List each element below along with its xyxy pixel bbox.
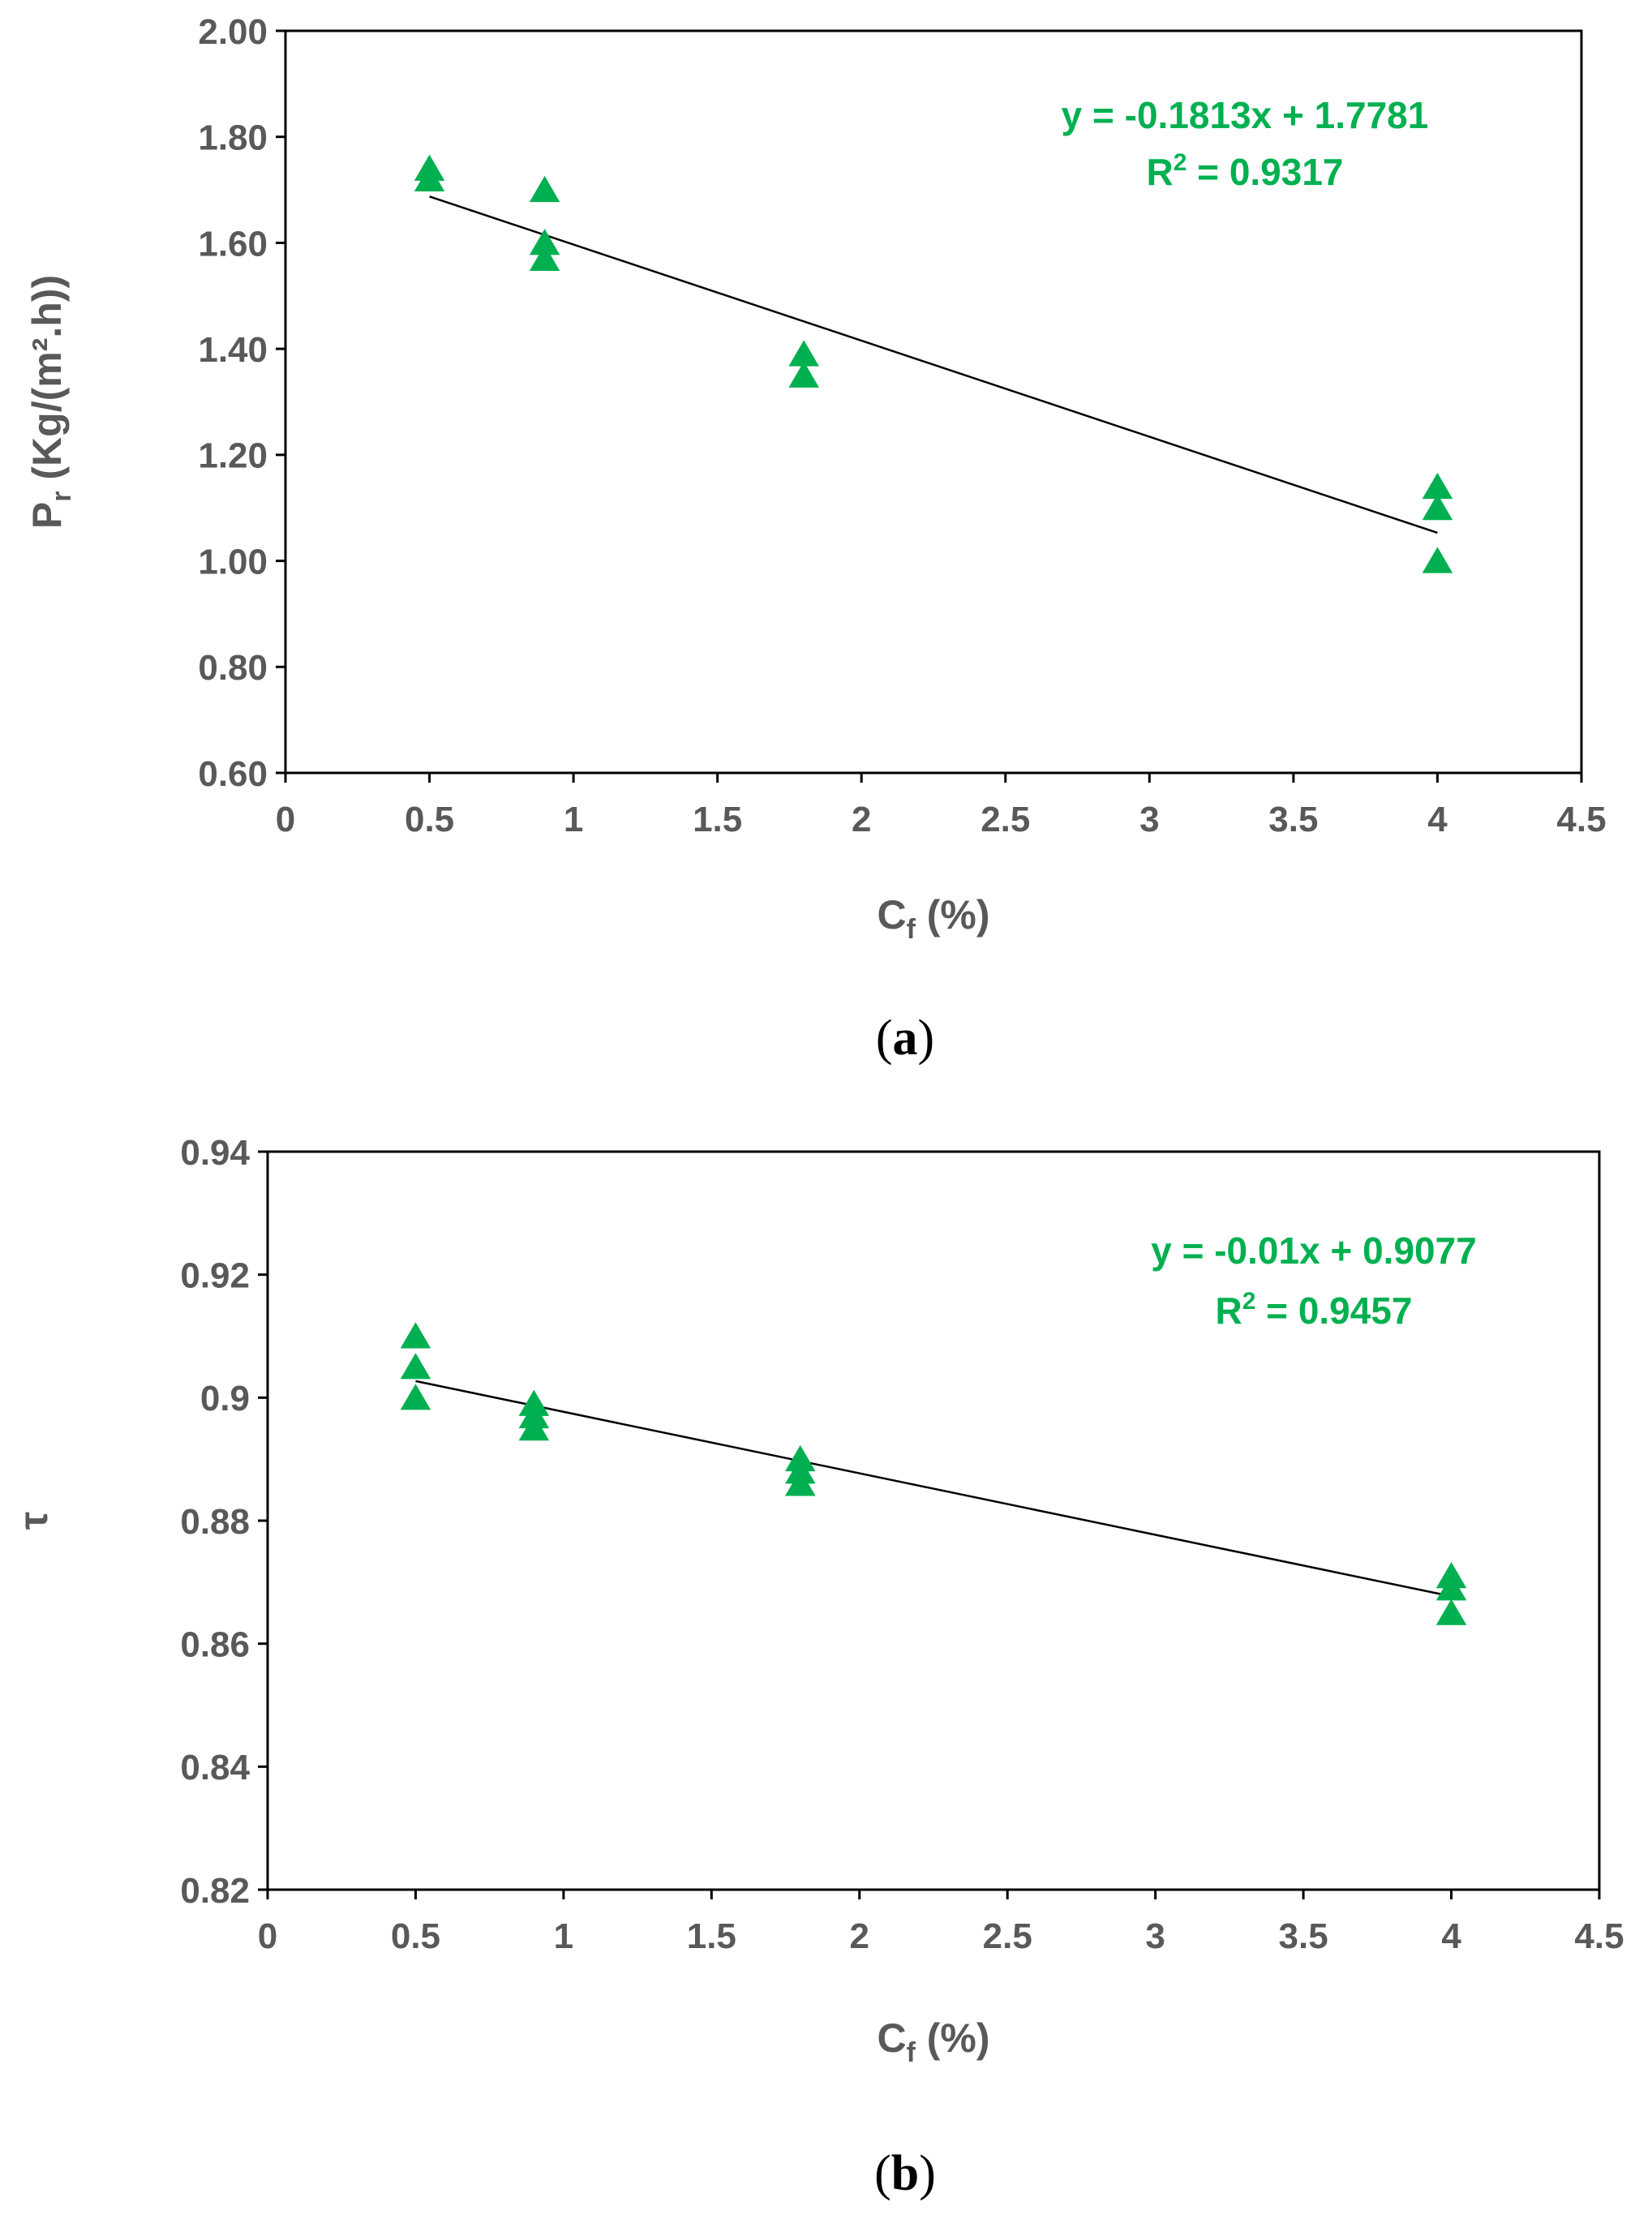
x-tick-label: 4 bbox=[1441, 1916, 1461, 1956]
data-point bbox=[400, 1384, 431, 1410]
r-squared-value: = 0.9457 bbox=[1255, 1290, 1412, 1332]
y-tick-label: 0.9 bbox=[200, 1379, 250, 1418]
r-squared-prefix: R bbox=[1146, 151, 1173, 193]
x-tick-label: 0 bbox=[276, 800, 295, 839]
data-point bbox=[1435, 1599, 1467, 1625]
plot-area bbox=[284, 29, 1583, 775]
data-point bbox=[1422, 472, 1453, 500]
chart-panel-a: 0.60 0.80 1.00 1.20 1.40 1.60 1.80 2.00 0 0.5 1 1.5… bbox=[24, 12, 1607, 1066]
data-point bbox=[788, 340, 819, 367]
data-point bbox=[788, 361, 819, 388]
y-tick-label: 0.84 bbox=[180, 1748, 250, 1787]
r-squared-superscript: 2 bbox=[1242, 1288, 1256, 1315]
panel-label-letter: b bbox=[891, 2146, 919, 2201]
y-tick-label: 1.60 bbox=[198, 224, 268, 264]
data-point bbox=[529, 244, 560, 272]
trendline bbox=[429, 195, 1438, 534]
x-tick-label: 1 bbox=[554, 1916, 573, 1956]
data-point bbox=[1422, 493, 1453, 521]
y-tick-label: 2.00 bbox=[198, 12, 268, 52]
data-point bbox=[1422, 547, 1453, 573]
x-tick-label: 2 bbox=[850, 1916, 869, 1956]
panel-label: (b) bbox=[874, 2146, 936, 2201]
y-axis-title-subscript: r bbox=[46, 491, 77, 501]
panel-label-close: ) bbox=[919, 2146, 936, 2201]
y-tick-label: 0.82 bbox=[180, 1871, 250, 1911]
x-tick-label: 0.5 bbox=[391, 1916, 440, 1956]
x-tick-label: 3 bbox=[1139, 800, 1159, 839]
panel-label: (a) bbox=[876, 1011, 934, 1066]
y-tick-label: 1.00 bbox=[198, 542, 268, 581]
data-point bbox=[785, 1470, 816, 1496]
y-axis-title-unit: (Kg/(m².h)) bbox=[24, 275, 70, 491]
y-tick-label: 0.92 bbox=[180, 1256, 250, 1296]
data-point bbox=[529, 175, 560, 203]
y-tick-label: 0.80 bbox=[198, 648, 268, 688]
x-tick-label: 1.5 bbox=[693, 800, 742, 839]
r-squared-label: R2 = 0.9317 bbox=[1146, 149, 1343, 193]
x-tick-label: 4 bbox=[1427, 800, 1448, 839]
x-tick-label: 3.5 bbox=[1268, 800, 1318, 839]
x-axis-title-main: C bbox=[877, 892, 906, 938]
x-tick-label: 3.5 bbox=[1279, 1916, 1328, 1956]
data-point bbox=[1435, 1574, 1467, 1601]
panel-label-close: ) bbox=[918, 1011, 935, 1066]
y-axis-title-main: τ bbox=[11, 1512, 56, 1530]
r-squared-prefix: R bbox=[1215, 1290, 1242, 1332]
x-tick-label: 1 bbox=[564, 800, 583, 839]
x-axis-title-subscript: f bbox=[907, 2037, 916, 2068]
data-point bbox=[518, 1414, 550, 1441]
x-axis-title: Cf (%) bbox=[877, 892, 989, 945]
y-axis-title: Pr (Kg/(m².h)) bbox=[24, 275, 77, 529]
x-axis-title-unit: (%) bbox=[916, 892, 990, 938]
x-tick-label: 0.5 bbox=[405, 800, 454, 839]
x-tick-label: 4.5 bbox=[1574, 1916, 1624, 1956]
y-tick-label: 0.88 bbox=[180, 1502, 250, 1542]
x-tick-label: 2.5 bbox=[983, 1916, 1032, 1956]
x-tick-label: 4.5 bbox=[1556, 800, 1606, 839]
x-tick-label: 0 bbox=[258, 1916, 277, 1956]
y-tick-label: 1.20 bbox=[198, 436, 268, 476]
r-squared-value: = 0.9317 bbox=[1186, 151, 1343, 193]
y-tick-label: 0.60 bbox=[198, 754, 268, 794]
data-point bbox=[400, 1353, 431, 1380]
trendline-equation: y = -0.01x + 0.9077 bbox=[1151, 1230, 1477, 1272]
x-axis-title-unit: (%) bbox=[916, 2015, 990, 2061]
trendline bbox=[415, 1380, 1452, 1598]
r-squared-label: R2 = 0.9457 bbox=[1215, 1288, 1412, 1332]
x-tick-label: 3 bbox=[1145, 1916, 1165, 1956]
x-tick-label: 1.5 bbox=[687, 1916, 736, 1956]
y-tick-label: 1.80 bbox=[198, 118, 268, 158]
y-axis-title-main: P bbox=[24, 502, 70, 529]
panel-label-open: ( bbox=[874, 2146, 891, 2201]
x-tick-label: 2 bbox=[852, 800, 871, 839]
y-tick-label: 0.86 bbox=[180, 1625, 250, 1665]
x-axis-title-main: C bbox=[877, 2015, 906, 2061]
x-tick-label: 2.5 bbox=[980, 800, 1030, 839]
r-squared-superscript: 2 bbox=[1174, 149, 1187, 176]
x-axis-title: Cf (%) bbox=[877, 2015, 989, 2068]
y-tick-label: 1.40 bbox=[198, 330, 268, 370]
data-point bbox=[400, 1322, 431, 1349]
panel-label-open: ( bbox=[876, 1011, 893, 1066]
data-point bbox=[414, 165, 445, 191]
y-axis-title: τ bbox=[11, 1512, 56, 1530]
trendline-equation: y = -0.1813x + 1.7781 bbox=[1062, 94, 1429, 136]
y-tick-label: 0.94 bbox=[180, 1133, 250, 1173]
data-point bbox=[529, 229, 560, 255]
x-axis-title-subscript: f bbox=[907, 914, 916, 945]
panel-label-letter: a bbox=[893, 1011, 918, 1066]
plot-area bbox=[266, 1150, 1601, 1891]
chart-panel-b: 0.82 0.84 0.86 0.88 0.9 0.92 0.94 0 0.5 1 1.5 2 2.5 3… bbox=[11, 1133, 1624, 2201]
